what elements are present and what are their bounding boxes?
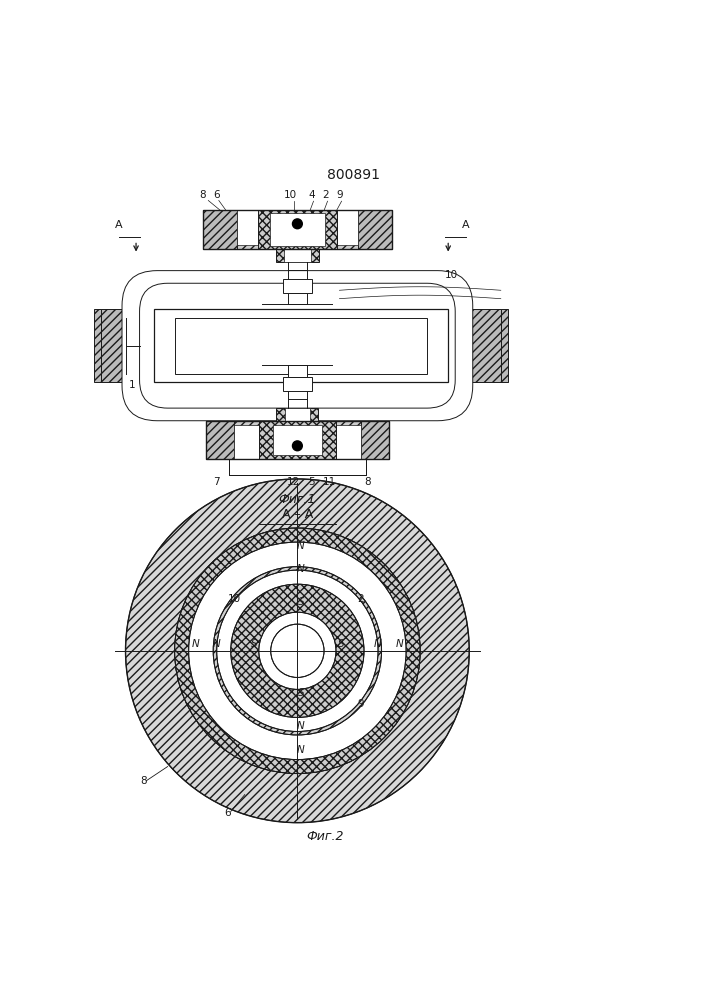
Text: Фиг.1: Фиг.1 — [279, 493, 316, 506]
Text: 6: 6 — [224, 808, 230, 818]
Bar — [237, 210, 358, 245]
Text: N: N — [213, 639, 221, 649]
Text: 7: 7 — [214, 477, 220, 487]
Text: 8: 8 — [140, 776, 146, 786]
Text: 4: 4 — [308, 190, 315, 200]
Text: А: А — [115, 220, 122, 230]
Bar — [203, 210, 392, 249]
Circle shape — [293, 219, 303, 229]
Bar — [448, 309, 501, 382]
Ellipse shape — [175, 528, 420, 774]
Bar — [284, 249, 310, 262]
Ellipse shape — [189, 542, 406, 760]
FancyBboxPatch shape — [122, 271, 473, 421]
Text: 800891: 800891 — [327, 168, 380, 182]
Text: 10: 10 — [228, 594, 241, 604]
Text: 9: 9 — [336, 190, 343, 200]
Text: N: N — [297, 745, 305, 755]
Bar — [288, 365, 307, 377]
Text: 10: 10 — [284, 190, 297, 200]
Text: N: N — [192, 639, 199, 649]
Ellipse shape — [214, 567, 382, 735]
Bar — [101, 309, 153, 382]
Text: S: S — [298, 688, 304, 698]
Bar — [257, 210, 337, 249]
Bar — [153, 327, 168, 364]
Bar — [259, 421, 336, 459]
Text: 2: 2 — [322, 190, 329, 200]
Bar — [94, 309, 101, 382]
Bar — [175, 318, 427, 374]
Text: 10: 10 — [445, 270, 458, 280]
Bar — [269, 213, 325, 246]
Text: 8: 8 — [364, 477, 371, 487]
Text: S: S — [337, 639, 344, 649]
Bar — [153, 309, 448, 382]
Text: 8: 8 — [199, 190, 206, 200]
Text: N: N — [395, 639, 403, 649]
Text: 5: 5 — [308, 477, 315, 487]
Ellipse shape — [271, 624, 324, 677]
Text: 1: 1 — [129, 380, 136, 390]
Bar — [501, 309, 508, 382]
Bar — [283, 279, 312, 293]
Bar — [285, 408, 310, 421]
Bar — [153, 309, 448, 382]
Text: N: N — [297, 721, 305, 731]
Bar — [203, 210, 237, 249]
Bar — [206, 421, 389, 459]
Bar — [276, 408, 318, 421]
Text: Фиг.2: Фиг.2 — [307, 830, 344, 843]
Bar — [233, 425, 361, 459]
Bar — [283, 377, 312, 391]
Text: N: N — [297, 541, 305, 551]
Text: 11: 11 — [322, 477, 336, 487]
Bar — [206, 421, 389, 459]
Text: S: S — [250, 639, 257, 649]
Bar — [288, 293, 307, 304]
Text: 9: 9 — [357, 699, 364, 709]
Text: 6: 6 — [214, 190, 220, 200]
Circle shape — [293, 441, 303, 451]
Ellipse shape — [175, 528, 420, 774]
FancyBboxPatch shape — [139, 283, 455, 408]
Ellipse shape — [217, 570, 378, 731]
Bar — [276, 249, 320, 262]
Bar — [273, 425, 322, 455]
Text: N: N — [297, 564, 305, 574]
Bar — [358, 210, 392, 249]
Text: 2: 2 — [357, 594, 364, 604]
Ellipse shape — [259, 612, 336, 689]
Text: А: А — [462, 220, 469, 230]
Text: 3: 3 — [396, 366, 402, 376]
Text: 12: 12 — [287, 477, 300, 487]
Bar — [206, 421, 233, 459]
Ellipse shape — [126, 479, 469, 823]
Text: N: N — [374, 639, 382, 649]
Text: А – А: А – А — [282, 508, 313, 521]
Bar — [203, 210, 392, 249]
Bar — [229, 459, 366, 475]
Bar — [434, 327, 448, 364]
Text: S: S — [298, 597, 304, 607]
Bar — [361, 421, 389, 459]
Ellipse shape — [230, 584, 364, 717]
Bar — [229, 459, 366, 475]
